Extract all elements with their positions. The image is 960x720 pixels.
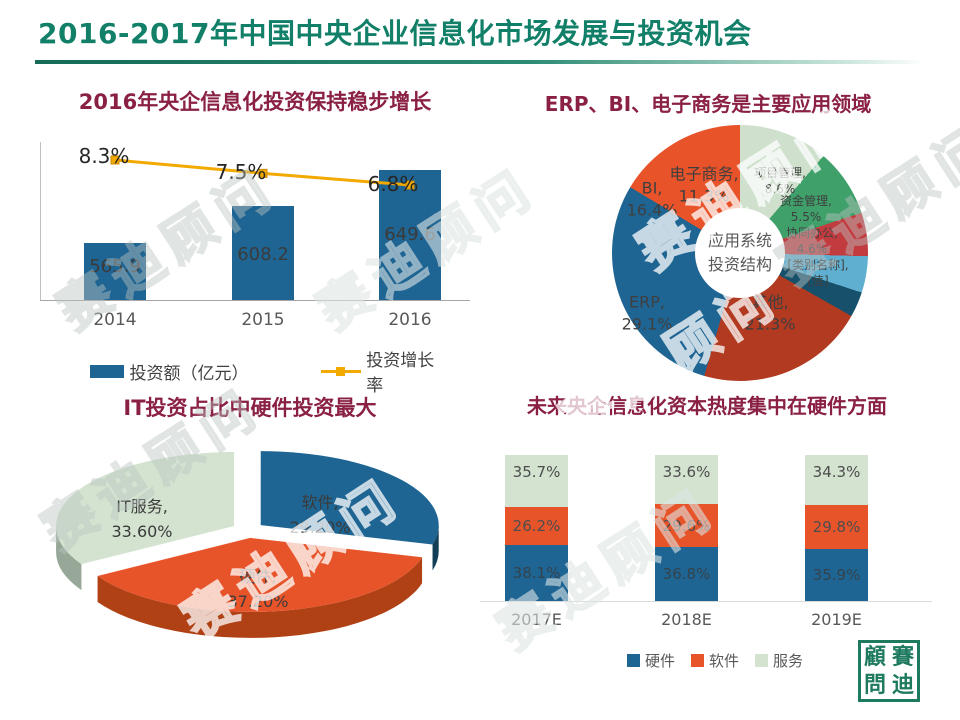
growth-rate-label: 7.5% bbox=[215, 160, 267, 184]
x-axis-label: 2018E bbox=[661, 610, 712, 629]
x-axis-line bbox=[480, 601, 932, 602]
pie3d-side-软件 bbox=[432, 525, 439, 571]
pie3d-side-硬件 bbox=[97, 557, 423, 638]
bar-swatch bbox=[90, 364, 124, 378]
stack-segment-硬件-2017E bbox=[505, 545, 568, 601]
x-axis-label: 2014 bbox=[93, 310, 137, 330]
bar-value-label: 649.6 bbox=[384, 224, 436, 245]
pie-slice-label-3: 资金管理, 5.5% bbox=[780, 193, 832, 224]
legend-label: 服务 bbox=[773, 652, 804, 670]
pie-slice-label-4: 协同办公, 4.6% bbox=[786, 225, 838, 256]
chart-it-investment-split: 软件, 29.20% 硬件, 37.20% IT服务, 33.60% bbox=[30, 420, 470, 660]
stack-segment-label: 26.2% bbox=[512, 517, 561, 536]
bar-2016 bbox=[379, 170, 441, 300]
donut-center-line1: 应用系统 bbox=[707, 231, 772, 250]
logo-char: 賽 bbox=[891, 644, 914, 670]
bar-2014 bbox=[84, 243, 146, 300]
stack-segment-label: 38.1% bbox=[512, 564, 561, 583]
donut-hole: 应用系统 投资结构 bbox=[695, 208, 785, 298]
pie3d-slice-硬件 bbox=[97, 537, 423, 612]
stack-segment-服务-2018E bbox=[655, 455, 718, 505]
pie3d-label-IT服务: IT服务, 33.60% bbox=[111, 497, 173, 541]
stack-segment-硬件-2018E bbox=[655, 547, 718, 601]
stack-segment-label: 34.3% bbox=[812, 463, 861, 481]
x-axis-label: 2016 bbox=[388, 310, 432, 330]
logo-char: 顧 bbox=[863, 644, 886, 670]
pie3d-canvas bbox=[56, 451, 439, 638]
stack-segment-硬件-2019E bbox=[805, 548, 868, 601]
pie3d-slice-软件 bbox=[260, 451, 439, 545]
pie3d-label-硬件: 硬件, 37.20% bbox=[227, 567, 289, 611]
stack-segment-label: 29.8% bbox=[812, 517, 861, 536]
legend-item-软件: 软件 bbox=[690, 650, 739, 671]
legend-item-服务: 服务 bbox=[755, 650, 803, 671]
pie3d-label-软件: 软件, 29.20% bbox=[289, 493, 351, 537]
pie3d-side-IT服务 bbox=[56, 526, 82, 591]
ccid-seal-logo: 顧 賽 問 迪 bbox=[858, 640, 920, 702]
chart-application-structure: 应用系统 投资结构 电子商务, 11.3% 项目管理, 8.6% 资金管理, 5.5% 协同… bbox=[612, 125, 868, 381]
chart-future-capital-heat: 硬件 软件 服务 38.1% 26.2% 35.7% 2017E 36.8% 29.6% 33.… bbox=[480, 438, 932, 688]
chart-investment-growth: 565.9 2014 608.2 2015 649.6 2016 8.3% 7.5% 6.8% bbox=[40, 128, 470, 378]
legend-item-硬件: 硬件 bbox=[626, 650, 675, 671]
stack-segment-label: 35.9% bbox=[812, 565, 861, 584]
stack-segment-label: 36.8% bbox=[662, 565, 711, 584]
pie3d-slice-IT服务 bbox=[56, 452, 235, 565]
x-axis-label: 2019E bbox=[811, 610, 862, 629]
bar-2015 bbox=[232, 206, 294, 300]
stack-segment-软件-2017E bbox=[505, 507, 568, 546]
x-axis-label: 2017E bbox=[511, 610, 562, 629]
stack-segment-服务-2019E bbox=[805, 455, 868, 506]
pie-slice-label-2: 项目管理, 8.6% bbox=[754, 165, 806, 196]
chart4-title: 未来央企信息化资本热度集中在硬件方面 bbox=[527, 394, 887, 418]
x-axis-line bbox=[40, 300, 470, 301]
logo-char: 迪 bbox=[891, 672, 914, 698]
pie-slice-label-1: 电子商务, 11.3% bbox=[669, 164, 739, 205]
bar-value-label: 565.9 bbox=[89, 256, 141, 277]
legend-item-investment: 投资额（亿元） bbox=[90, 359, 249, 384]
legend-label: 软件 bbox=[708, 652, 739, 670]
line-swatch bbox=[320, 366, 361, 377]
legend-label-investment: 投资额（亿元） bbox=[129, 363, 249, 384]
chart4-legend: 硬件 软件 服务 bbox=[575, 650, 855, 671]
stack-segment-软件-2018E bbox=[655, 504, 718, 548]
growth-rate-label: 6.8% bbox=[367, 172, 419, 196]
growth-line-canvas bbox=[110, 155, 415, 190]
legend-swatch bbox=[755, 654, 768, 667]
pie-slice-label-5: [类别名称], [值] bbox=[787, 257, 849, 288]
chart1-legend: 投资额（亿元） 投资增长率 bbox=[90, 346, 450, 396]
stack-segment-label: 29.6% bbox=[662, 516, 711, 535]
legend-label: 硬件 bbox=[644, 652, 675, 670]
pie-slice-label-7: ERP, 29.1% bbox=[621, 292, 673, 333]
legend-label-growth-rate: 投资增长率 bbox=[366, 351, 435, 396]
stack-segment-label: 35.7% bbox=[512, 463, 561, 481]
chart2-title: ERP、BI、电子商务是主要应用领域 bbox=[544, 92, 872, 116]
chart3-title: IT投资占比中硬件投资最大 bbox=[123, 396, 377, 420]
logo-char: 問 bbox=[863, 672, 886, 698]
pie-slice-label-8: BI, 16.4% bbox=[626, 178, 678, 219]
title-divider bbox=[35, 60, 925, 64]
chart1-title: 2016年央企信息化投资保持稳步增长 bbox=[78, 90, 432, 114]
growth-rate-label: 8.3% bbox=[78, 144, 130, 168]
donut-center-line2: 投资结构 bbox=[707, 255, 772, 274]
stack-segment-服务-2017E bbox=[505, 455, 568, 508]
legend-swatch bbox=[626, 654, 640, 667]
legend-swatch bbox=[690, 654, 704, 667]
page-title: 2016-2017年中国中央企业信息化市场发展与投资机会 bbox=[38, 17, 752, 50]
pie-slice-label-6: 其他, 21.3% bbox=[744, 292, 796, 333]
y-axis-line bbox=[40, 142, 41, 300]
bar-value-label: 608.2 bbox=[237, 244, 289, 265]
x-axis-label: 2015 bbox=[241, 310, 285, 330]
legend-item-growth-rate: 投资增长率 bbox=[320, 346, 450, 396]
stack-segment-label: 33.6% bbox=[662, 463, 711, 481]
stack-segment-软件-2019E bbox=[805, 505, 868, 549]
